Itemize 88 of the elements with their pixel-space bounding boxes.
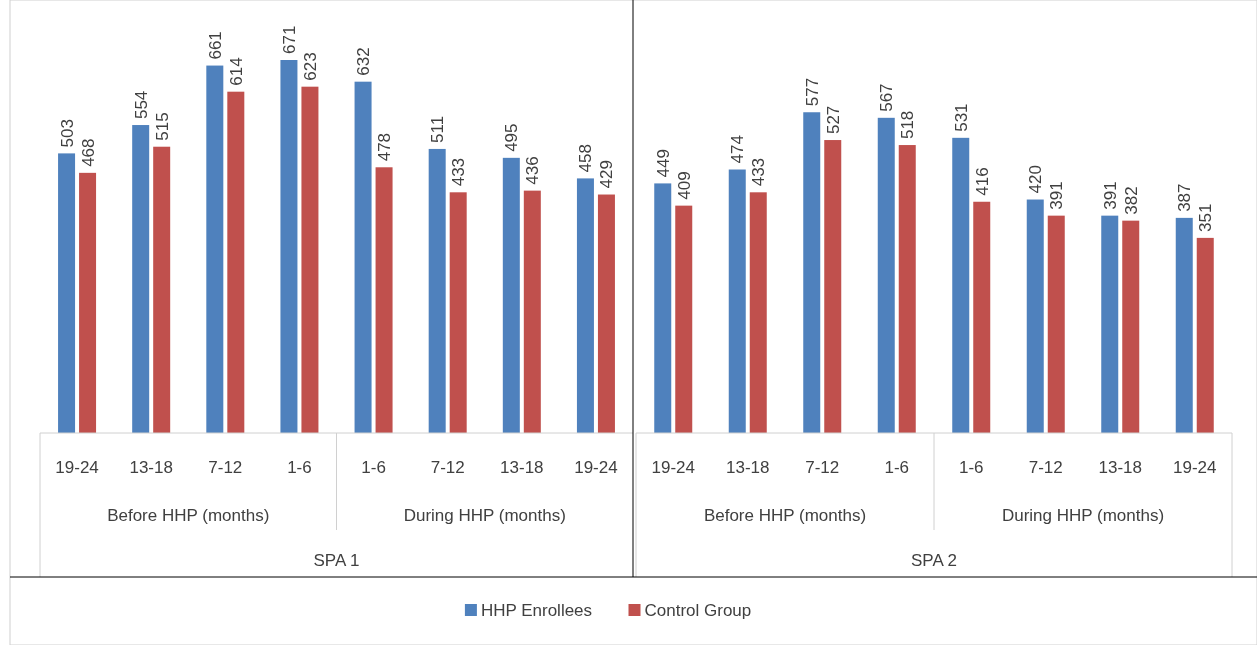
bar: [132, 125, 150, 433]
data-label: 391: [1047, 181, 1067, 210]
x-tick-label: 13-18: [500, 458, 544, 477]
data-label: 474: [728, 135, 748, 164]
data-label: 429: [597, 160, 617, 189]
data-label: 495: [502, 123, 522, 152]
x-tick-label: 7-12: [1028, 458, 1063, 477]
data-label: 527: [823, 105, 843, 135]
bar: [803, 112, 821, 433]
x-tick-label: 19-24: [1173, 458, 1217, 477]
legend-label: Control Group: [644, 601, 752, 620]
bar: [1047, 215, 1065, 433]
bar: [973, 201, 991, 433]
bar: [1122, 220, 1140, 433]
bar: [301, 86, 319, 433]
data-label: 515: [152, 112, 172, 141]
data-label: 503: [57, 119, 77, 148]
x-tick-label: 1-6: [884, 458, 910, 477]
data-label: 577: [802, 77, 822, 107]
x-axis-title: SPA 2: [911, 551, 957, 570]
bar: [728, 169, 746, 433]
text: Before HHP (months): [107, 506, 270, 525]
data-label: 567: [877, 83, 897, 112]
data-label: 351: [1196, 203, 1216, 232]
bar: [280, 60, 298, 433]
bar: [58, 153, 76, 433]
bar: [79, 172, 97, 433]
bar: [898, 145, 916, 433]
data-label: 478: [375, 132, 395, 162]
x-tick-label: 13-18: [1098, 458, 1142, 477]
data-label: 511: [428, 115, 448, 143]
bar: [1196, 237, 1214, 433]
text: During HHP (months): [1001, 506, 1165, 525]
data-label: 433: [449, 157, 469, 187]
text: During HHP (months): [403, 506, 566, 525]
data-label: 436: [523, 156, 543, 185]
x-tick-label: 13-18: [129, 458, 173, 477]
bar: [824, 140, 842, 433]
data-label: 468: [78, 138, 98, 167]
bar: [675, 205, 693, 433]
data-label: 449: [653, 149, 673, 178]
bar: [877, 117, 895, 433]
data-label: 458: [576, 144, 596, 173]
data-label: 409: [674, 171, 694, 200]
bar: [597, 194, 615, 433]
data-label: 420: [1026, 165, 1046, 194]
bar: [153, 146, 171, 433]
bar: [1101, 215, 1119, 433]
x-tick-label: 1-6: [287, 458, 312, 477]
data-label: 391: [1100, 181, 1120, 210]
x-tick-label: 1-6: [958, 458, 984, 477]
bar: [576, 178, 594, 433]
data-label: 531: [951, 103, 971, 132]
data-label: 671: [279, 25, 299, 54]
x-tick-label: 19-24: [574, 458, 618, 477]
data-label: 387: [1175, 183, 1195, 212]
data-label: 382: [1121, 186, 1141, 215]
bar: [227, 91, 245, 433]
data-label: 416: [972, 167, 992, 196]
bar: [952, 137, 970, 433]
bar: [1026, 199, 1044, 433]
bar: [354, 81, 372, 433]
bar: [375, 167, 393, 433]
data-label: 518: [898, 110, 918, 140]
data-label: 623: [300, 52, 320, 81]
bar: [1175, 217, 1193, 433]
bar: [749, 192, 767, 433]
data-label: 554: [131, 90, 151, 120]
x-tick-label: 19-24: [55, 458, 99, 477]
bar: [428, 148, 446, 433]
bar: [206, 65, 224, 433]
data-label: 433: [749, 157, 769, 187]
x-tick-label: 1-6: [361, 458, 386, 477]
legend-label: HHP Enrollees: [480, 601, 593, 620]
data-label: 632: [354, 47, 374, 76]
bar: [654, 183, 672, 433]
x-tick-label: 7-12: [208, 458, 243, 477]
text: Before HHP (months): [703, 506, 867, 525]
x-tick-label: 7-12: [430, 458, 465, 477]
data-label: 661: [205, 31, 225, 60]
x-tick-label: 7-12: [805, 458, 840, 477]
x-axis-title: SPA 1: [313, 551, 360, 570]
x-tick-label: 13-18: [726, 458, 770, 477]
bar: [523, 190, 541, 433]
bar: [502, 157, 520, 433]
x-tick-label: 19-24: [651, 458, 695, 477]
bar: [449, 192, 467, 433]
data-label: 614: [226, 57, 246, 86]
